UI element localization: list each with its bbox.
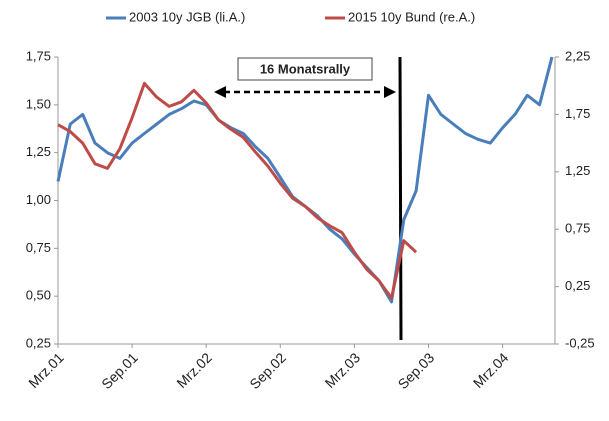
y-tick-label: 1,50 (26, 96, 51, 111)
x-tick-label: Mrz.01 (25, 349, 67, 391)
event-line (398, 56, 403, 341)
y2-tick-label: -0,25 (565, 335, 595, 350)
x-tick-label: Mrz.03 (322, 349, 364, 391)
series-line (56, 56, 554, 304)
y2-tick-label: 0,25 (565, 278, 590, 293)
y-tick-label: 1,25 (26, 144, 51, 159)
x-tick-label: Mrz.02 (173, 349, 215, 391)
y-tick-label: 1,75 (26, 48, 51, 63)
y2-tick-label: 1,25 (565, 163, 590, 178)
annotation: 16 Monatsrally (260, 61, 351, 76)
x-tick-label: Sep.01 (98, 349, 141, 392)
y-tick-label: 0,50 (26, 288, 51, 303)
y2-tick-label: 2,25 (565, 48, 590, 63)
legend-label: 2015 10y Bund (re.A.) (348, 9, 475, 24)
y-tick-label: 1,00 (26, 192, 51, 207)
x-tick-label: Mrz.04 (470, 349, 512, 391)
y-tick-label: 0,75 (26, 240, 51, 255)
y2-tick-label: 1,75 (565, 106, 590, 121)
annotation-box (237, 57, 373, 81)
y2-tick-label: 0,75 (565, 221, 590, 236)
y-tick-label: 0,25 (26, 335, 51, 350)
series-line (57, 81, 418, 300)
legend-label: 2003 10y JGB (li.A.) (129, 9, 245, 24)
x-tick-label: Sep.03 (395, 349, 438, 392)
x-tick-label: Sep.02 (246, 349, 289, 392)
